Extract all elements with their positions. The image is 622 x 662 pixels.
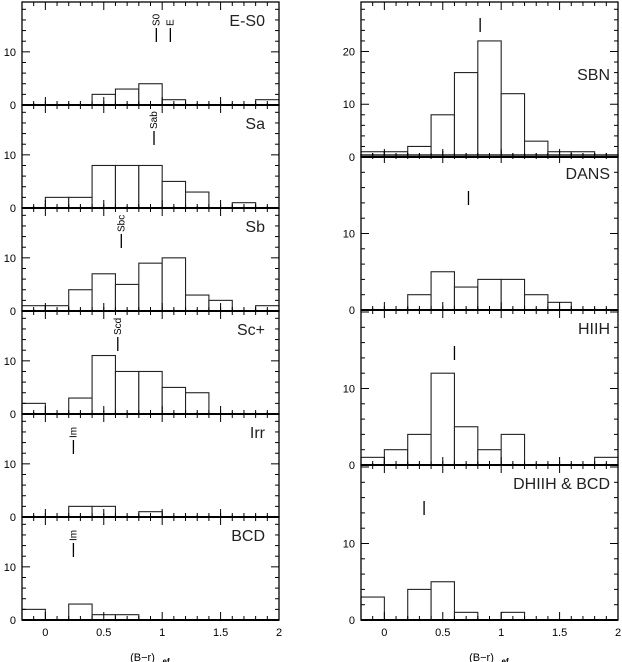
y-tick-label: 10: [343, 539, 355, 551]
type-marker-label: S0: [151, 13, 162, 26]
y-tick-label: 10: [343, 99, 355, 111]
y-tick-label: 20: [343, 46, 355, 58]
histogram-bar: [500, 93, 526, 158]
panel-sb: 0 10 Sb Sbc: [4, 204, 280, 318]
x-tick-label: 0: [381, 627, 387, 639]
x-tick-label: 0.5: [435, 627, 450, 639]
histogram-bar: [91, 354, 117, 415]
type-marker-label: Scd: [113, 318, 124, 335]
y-tick-label: 10: [4, 459, 16, 471]
type-marker-label: Sbc: [116, 215, 127, 232]
x-tick-label: 2: [276, 627, 282, 639]
y-tick-label: 0: [10, 615, 16, 627]
type-marker-label: Sab: [149, 111, 160, 129]
panel-sa: 0 10 Sa Sab: [4, 101, 280, 215]
x-tick-label: 0: [42, 627, 48, 639]
panel-label: DANS: [566, 166, 610, 183]
panel-irr: 0 10 Irr Im: [4, 410, 280, 524]
histogram-bar: [500, 278, 526, 311]
y-tick-label: 0: [10, 306, 16, 318]
panel-label: Sb: [245, 219, 265, 236]
histogram-bar: [138, 164, 163, 209]
y-tick-label: 0: [349, 152, 355, 164]
histogram-bar: [430, 372, 456, 466]
y-tick-label: 0: [349, 460, 355, 472]
histogram-bar: [407, 433, 432, 466]
x-axis-title: (B−r): [130, 652, 155, 662]
type-marker-label: Im: [68, 530, 79, 541]
panel-e-s0: 0 10 E-S0 S0 E: [4, 1, 280, 112]
histogram-bar: [138, 262, 163, 312]
panel-label: SBN: [577, 67, 610, 84]
y-tick-label: 10: [4, 47, 16, 59]
x-tick-label: 1: [498, 627, 504, 639]
y-tick-label: 10: [4, 150, 16, 162]
panel-sbn: 0 10 20 SBN: [343, 1, 619, 164]
panel-label: BCD: [231, 528, 265, 545]
panel-label: HIIH: [578, 321, 610, 338]
histogram-bar: [114, 370, 140, 415]
panel-label: DHIIH & BCD: [513, 476, 610, 493]
x-axis-title-subscript: ef: [502, 657, 509, 662]
panel-dans: 0 10 DANS: [343, 151, 619, 317]
x-tick-label: 1.5: [213, 627, 228, 639]
histogram-bar: [477, 40, 502, 158]
y-tick-label: 10: [4, 356, 16, 368]
y-tick-label: 0: [349, 615, 355, 627]
panel-bcd: 0 10 BCD Im: [4, 513, 280, 627]
x-axis-title-subscript: ef: [163, 657, 170, 662]
x-axis-title: (B−r): [469, 652, 494, 662]
y-tick-label: 10: [4, 562, 16, 574]
type-marker-label: E: [165, 19, 176, 26]
type-marker-label: Im: [68, 427, 79, 438]
histogram-bar: [161, 257, 187, 312]
panel-label: Sc+: [237, 322, 265, 339]
panel-dhiih-bcd: 0 10 DHIIH & BCD: [343, 461, 619, 627]
histogram-bar: [407, 588, 432, 621]
x-tick-label: 1: [159, 627, 165, 639]
histogram-bar: [453, 72, 479, 158]
panel-label: Sa: [245, 116, 265, 133]
panel-sc-: 0 10 Sc+ Scd: [4, 307, 280, 421]
y-tick-label: 0: [10, 203, 16, 215]
y-tick-label: 0: [349, 305, 355, 317]
panel-frame: [21, 413, 280, 518]
panel-hiih: 0 10 HIIH: [343, 306, 619, 472]
x-tick-label: 1.5: [552, 627, 567, 639]
histogram-bar: [114, 164, 140, 209]
histogram-bar: [138, 370, 163, 415]
y-tick-label: 10: [343, 384, 355, 396]
panel-label: Irr: [250, 425, 266, 442]
histogram-bar: [500, 433, 526, 466]
panel-label: E-S0: [229, 13, 265, 30]
y-tick-label: 0: [10, 409, 16, 421]
x-tick-label: 0.5: [96, 627, 111, 639]
histogram-bar: [453, 426, 479, 466]
x-tick-label: 2: [615, 627, 621, 639]
y-tick-label: 10: [4, 253, 16, 265]
y-tick-label: 10: [343, 229, 355, 241]
y-tick-label: 0: [10, 100, 16, 112]
histogram-bar: [477, 278, 502, 311]
y-tick-label: 0: [10, 512, 16, 524]
